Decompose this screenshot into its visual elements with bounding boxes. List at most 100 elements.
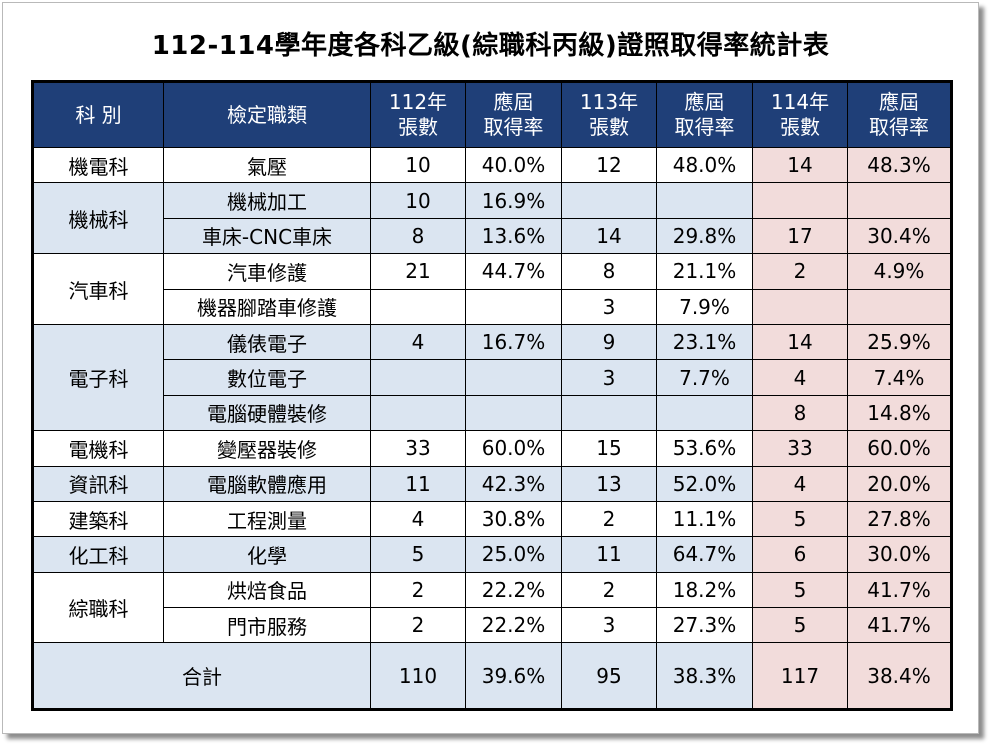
total-count-114: 117 bbox=[752, 642, 848, 711]
count-114-cell: 5 bbox=[752, 571, 848, 609]
count-112-cell: 2 bbox=[370, 607, 466, 644]
count-114-cell: 2 bbox=[752, 253, 848, 290]
count-112-cell: 4 bbox=[370, 500, 466, 538]
job-cell: 烘焙食品 bbox=[163, 571, 371, 609]
rate-114-cell: 60.0% bbox=[847, 430, 952, 467]
count-112-cell bbox=[370, 288, 466, 325]
count-113-cell bbox=[561, 394, 657, 432]
header-114-count: 114年 張數 bbox=[752, 81, 848, 148]
job-cell: 車床-CNC車床 bbox=[163, 217, 371, 255]
count-113-cell: 8 bbox=[561, 253, 657, 290]
count-114-cell: 5 bbox=[752, 500, 848, 538]
rate-113-cell: 7.7% bbox=[656, 359, 753, 396]
header-row: 科 別 檢定職類 112年 張數 應屆 取得率 113年 張數 應屆 取得率 114年張… bbox=[32, 81, 952, 148]
rate-114-cell: 4.9% bbox=[847, 253, 952, 290]
rate-114-cell: 30.4% bbox=[847, 217, 952, 255]
dept-cell: 電機科 bbox=[32, 430, 164, 467]
dept-cell: 機電科 bbox=[32, 146, 164, 184]
rate-113-cell: 29.8% bbox=[656, 217, 753, 255]
job-cell: 化學 bbox=[163, 536, 371, 573]
count-113-cell: 9 bbox=[561, 323, 657, 361]
header-dept: 科 別 bbox=[32, 81, 164, 148]
count-113-cell: 3 bbox=[561, 288, 657, 325]
count-113-cell: 11 bbox=[561, 536, 657, 573]
dept-cell: 資訊科 bbox=[32, 465, 164, 502]
table-row: 機器腳踏車修護 3 7.9% bbox=[33, 288, 952, 325]
rate-114-cell: 7.4% bbox=[847, 359, 952, 396]
count-114-cell bbox=[752, 288, 848, 325]
rate-113-cell: 23.1% bbox=[656, 323, 753, 361]
total-row: 合計 110 39.6% 95 38.3% 117 38.4% bbox=[32, 642, 952, 711]
dept-cell: 機械科 bbox=[32, 182, 164, 255]
rate-114-cell: 41.7% bbox=[847, 607, 952, 644]
count-114-cell: 14 bbox=[752, 323, 848, 361]
rate-113-cell: 48.0% bbox=[656, 146, 753, 184]
rate-114-cell: 30.0% bbox=[847, 536, 952, 573]
header-112-rate: 應屆 取得率 bbox=[465, 81, 562, 148]
count-112-cell: 10 bbox=[370, 182, 466, 219]
rate-112-cell: 25.0% bbox=[465, 536, 562, 573]
rate-112-cell bbox=[465, 359, 562, 396]
table-row: 機電科 氣壓 10 40.0% 12 48.0% 14 48.3% bbox=[32, 146, 952, 184]
rate-112-cell: 60.0% bbox=[465, 430, 562, 467]
table-row: 數位電子 3 7.7% 4 7.4% bbox=[33, 359, 952, 396]
count-113-cell: 2 bbox=[561, 500, 657, 538]
rate-113-cell: 52.0% bbox=[656, 465, 753, 502]
count-112-cell: 5 bbox=[370, 536, 466, 573]
table-row: 機械科 機械加工 10 16.9% bbox=[32, 182, 952, 255]
table-row: 資訊科 電腦軟體應用 11 42.3% 13 52.0% 4 20.0% bbox=[32, 465, 952, 502]
job-cell: 機器腳踏車修護 bbox=[163, 288, 371, 325]
total-rate-113: 38.3% bbox=[656, 642, 753, 711]
table-row: 門市服務 2 22.2% 3 27.3% 5 41.7% bbox=[33, 607, 952, 644]
dept-cell: 汽車科 bbox=[32, 253, 164, 325]
count-114-cell: 4 bbox=[752, 359, 848, 396]
certificate-stats-table: 科 別 檢定職類 112年 張數 應屆 取得率 113年 張數 應屆 取得率 114年張… bbox=[31, 80, 953, 712]
rate-114-cell: 27.8% bbox=[847, 500, 952, 538]
table-row: 汽車科 汽車修護 21 44.7% 8 21.1% 2 4.9% bbox=[32, 253, 952, 325]
total-rate-112: 39.6% bbox=[465, 642, 562, 711]
rate-112-cell: 44.7% bbox=[465, 253, 562, 290]
dept-cell: 電子科 bbox=[32, 323, 164, 432]
rate-112-cell: 42.3% bbox=[465, 465, 562, 502]
count-113-cell: 13 bbox=[561, 465, 657, 502]
rate-112-cell: 22.2% bbox=[465, 571, 562, 609]
header-114-rate: 應屆 取得率 bbox=[847, 81, 952, 148]
job-cell: 工程測量 bbox=[163, 500, 371, 538]
count-114-cell: 5 bbox=[752, 607, 848, 644]
count-112-cell bbox=[370, 359, 466, 396]
count-113-cell bbox=[561, 182, 657, 219]
count-113-cell: 3 bbox=[561, 359, 657, 396]
table-row: 電機科 變壓器裝修 33 60.0% 15 53.6% 33 60.0% bbox=[32, 430, 952, 467]
dept-cell: 綜職科 bbox=[32, 571, 164, 644]
rate-114-cell: 14.8% bbox=[847, 394, 952, 432]
rate-112-cell: 16.9% bbox=[465, 182, 562, 219]
table-row: 建築科 工程測量 4 30.8% 2 11.1% 5 27.8% bbox=[32, 500, 952, 538]
rate-114-cell: 41.7% bbox=[847, 571, 952, 609]
rate-112-cell: 22.2% bbox=[465, 607, 562, 644]
count-114-cell: 6 bbox=[752, 536, 848, 573]
rate-113-cell: 7.9% bbox=[656, 288, 753, 325]
count-113-cell: 14 bbox=[561, 217, 657, 255]
rate-112-cell bbox=[465, 394, 562, 432]
header-job: 檢定職類 bbox=[163, 81, 371, 148]
job-cell: 電腦軟體應用 bbox=[163, 465, 371, 502]
count-114-cell: 17 bbox=[752, 217, 848, 255]
count-112-cell: 11 bbox=[370, 465, 466, 502]
rate-113-cell: 64.7% bbox=[656, 536, 753, 573]
table-row: 綜職科 烘焙食品 2 22.2% 2 18.2% 5 41.7% bbox=[32, 571, 952, 644]
job-cell: 機械加工 bbox=[163, 182, 371, 219]
table-row: 電腦硬體裝修 8 14.8% bbox=[33, 394, 952, 432]
count-114-cell: 33 bbox=[752, 430, 848, 467]
rate-113-cell: 18.2% bbox=[656, 571, 753, 609]
count-113-cell: 12 bbox=[561, 146, 657, 184]
total-label: 合計 bbox=[32, 642, 371, 711]
rate-114-cell: 48.3% bbox=[847, 146, 952, 184]
document-frame: 112-114學年度各科乙級(綜職科丙級)證照取得率統計表 科 別 檢定職類 1… bbox=[2, 2, 979, 734]
rate-114-cell: 20.0% bbox=[847, 465, 952, 502]
count-112-cell: 2 bbox=[370, 571, 466, 609]
dept-cell: 建築科 bbox=[32, 500, 164, 538]
job-cell: 數位電子 bbox=[163, 359, 371, 396]
count-112-cell: 8 bbox=[370, 217, 466, 255]
rate-114-cell: 25.9% bbox=[847, 323, 952, 361]
rate-113-cell bbox=[656, 182, 753, 219]
